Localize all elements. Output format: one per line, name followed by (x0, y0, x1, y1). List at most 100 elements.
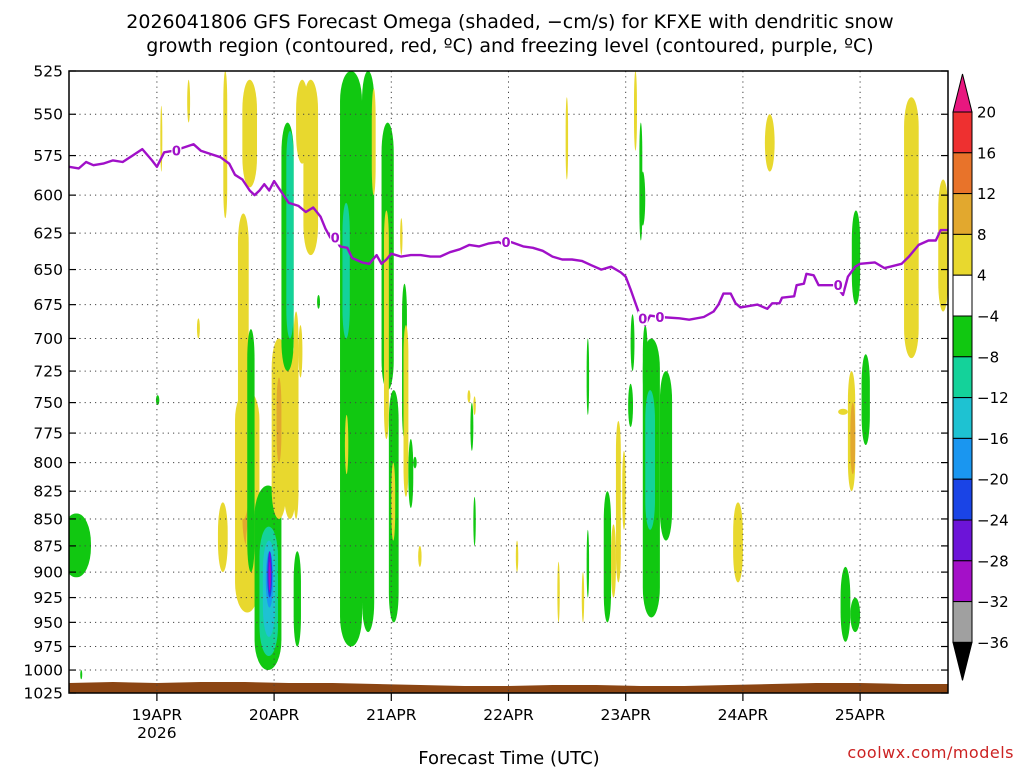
omega-region-34 (362, 71, 375, 633)
omega-region-3 (80, 670, 83, 680)
colorbar-label-1: 16 (977, 144, 996, 162)
omega-region-57 (586, 529, 590, 598)
freezing-level-label-2: 0 (502, 236, 511, 251)
colorbar-label-4: 4 (977, 267, 987, 285)
colorbar-bin-4 (952, 274, 973, 317)
omega-region-58 (603, 491, 612, 623)
omega-region-48 (470, 402, 474, 451)
title-line-1: 2026041806 GFS Forecast Omega (shaded, −… (126, 11, 893, 33)
omega-region-47 (418, 545, 422, 567)
omega-region-77 (850, 402, 856, 475)
freezing-level-line (69, 142, 948, 327)
colorbar-bin-5 (952, 315, 973, 358)
omega-region-54 (565, 97, 569, 180)
omega-region-75 (838, 408, 848, 415)
omega-region-78 (851, 210, 861, 305)
x-axis-label: Forecast Time (UTC) (418, 748, 599, 768)
y-tick-label-975: 975 (33, 638, 63, 656)
omega-region-8 (242, 79, 258, 188)
omega-region-45 (408, 439, 414, 508)
plot-frame (68, 70, 949, 694)
y-tick-label-625: 625 (33, 225, 63, 243)
omega-region-26 (308, 105, 316, 203)
omega-region-42 (400, 218, 403, 256)
omega-region-32 (317, 294, 321, 309)
omega-region-70 (659, 371, 673, 541)
pressure-axis: 525 550 575 600 625 650 675 700 725 750 775 800 825 8… (24, 63, 948, 703)
y-tick-label-950: 950 (33, 614, 63, 632)
y-tick-label-650: 650 (33, 261, 63, 279)
plot-border (68, 70, 949, 694)
colorbar-label-11: −28 (977, 552, 1009, 570)
omega-region-71 (733, 502, 743, 583)
omega-region-36 (371, 88, 376, 196)
y-tick-label-575: 575 (33, 147, 63, 165)
y-tick-label-525: 525 (33, 63, 63, 81)
x-tick-label-23APR: 23APR (600, 706, 651, 724)
x-tick-label-21APR: 21APR (366, 706, 417, 724)
colorbar-label-13: −36 (977, 634, 1009, 652)
freezing-level-contour: 00 00 00 (69, 142, 948, 327)
x-tick-label-20APR: 20APR (249, 706, 300, 724)
omega-region-62 (628, 383, 634, 428)
omega-region-28 (298, 325, 303, 378)
omega-region-66 (639, 122, 643, 241)
colorbar-label-0: 20 (977, 104, 996, 122)
omega-region-50 (467, 390, 471, 403)
omega-region-39 (383, 210, 389, 440)
title-line-2: growth region (contoured, red, ºC) and f… (146, 35, 873, 57)
y-tick-label-600: 600 (33, 187, 63, 205)
omega-region-59 (611, 524, 616, 598)
freezing-level-label-4: 0 (655, 311, 664, 326)
freezing-label-bg-4 (654, 309, 665, 324)
omega-region-72 (764, 114, 775, 172)
freezing-level-label-5: 0 (834, 279, 843, 294)
y-tick-label-775: 775 (33, 425, 63, 443)
freezing-level-label-0: 0 (172, 145, 181, 160)
y-tick-label-725: 725 (33, 363, 63, 381)
y-tick-label-550: 550 (33, 106, 63, 124)
omega-region-7 (223, 71, 228, 219)
omega-region-64 (634, 71, 637, 151)
x-tick-sublabel-19APR: 2026 (137, 724, 176, 742)
omega-shading (69, 71, 948, 680)
omega-region-46 (413, 456, 417, 469)
colorbar-label-10: −24 (977, 512, 1009, 530)
omega-region-11 (237, 213, 249, 519)
omega-region-49 (473, 496, 476, 546)
colorbar-bin-11 (952, 560, 973, 603)
colorbar-label-12: −32 (977, 593, 1009, 611)
omega-region-81 (938, 179, 948, 312)
omega-region-56 (586, 338, 590, 415)
colorbar-label-6: −8 (977, 348, 999, 366)
colorbar-bin-6 (952, 356, 973, 399)
omega-region-73 (840, 566, 851, 642)
y-tick-label-675: 675 (33, 296, 63, 314)
omega-region-41 (391, 462, 396, 541)
colorbar-top-arrow (952, 73, 973, 113)
colorbar-label-8: −16 (977, 430, 1009, 448)
omega-region-61 (622, 450, 626, 530)
freezing-label-bg-3 (637, 311, 648, 326)
colorbar-bin-1 (952, 152, 973, 195)
colorbar-bottom-arrow (952, 641, 973, 681)
x-tick-label-25APR: 25APR (835, 706, 886, 724)
omega-region-37 (344, 414, 349, 475)
omega-region-60 (615, 421, 621, 583)
freezing-label-bg-2 (501, 234, 512, 249)
credit-text: coolwx.com/models (847, 743, 1014, 762)
colorbar-bin-0 (952, 111, 973, 154)
omega-region-52 (515, 540, 519, 573)
omega-region-63 (630, 314, 635, 372)
freezing-level-label-3: 0 (638, 312, 647, 327)
omega-region-35 (342, 202, 350, 339)
y-tick-label-925: 925 (33, 589, 63, 607)
omega-region-74 (850, 597, 861, 633)
colorbar-label-5: −4 (977, 308, 999, 326)
colorbar-label-2: 12 (977, 185, 996, 203)
colorbar-bin-8 (952, 437, 973, 480)
omega-region-29 (296, 79, 309, 164)
y-tick-label-750: 750 (33, 394, 63, 412)
